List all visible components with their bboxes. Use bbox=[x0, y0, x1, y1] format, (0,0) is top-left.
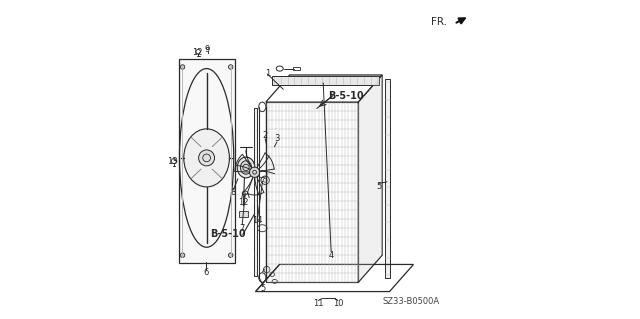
Text: 5: 5 bbox=[260, 284, 266, 293]
Circle shape bbox=[228, 65, 233, 69]
Circle shape bbox=[228, 253, 233, 257]
Text: 12: 12 bbox=[238, 198, 249, 207]
Text: 7: 7 bbox=[239, 224, 245, 233]
Text: B-5-10: B-5-10 bbox=[210, 229, 245, 240]
Circle shape bbox=[180, 65, 185, 69]
Bar bbox=[179, 59, 234, 263]
Text: 12: 12 bbox=[192, 48, 202, 57]
Text: 14: 14 bbox=[253, 216, 263, 225]
Circle shape bbox=[180, 253, 185, 257]
Text: 10: 10 bbox=[333, 299, 343, 308]
Text: 4: 4 bbox=[328, 251, 334, 260]
Bar bbox=[385, 79, 390, 278]
Circle shape bbox=[250, 167, 260, 177]
Text: SZ33-B0500A: SZ33-B0500A bbox=[382, 297, 440, 306]
Text: 13: 13 bbox=[167, 157, 178, 166]
Text: 9: 9 bbox=[204, 45, 209, 54]
Text: B-5-10: B-5-10 bbox=[328, 91, 364, 101]
Bar bbox=[253, 108, 257, 276]
Text: 11: 11 bbox=[313, 299, 324, 308]
Bar bbox=[272, 76, 379, 85]
Ellipse shape bbox=[241, 161, 252, 174]
Text: 5: 5 bbox=[376, 182, 381, 191]
Circle shape bbox=[198, 150, 214, 166]
Bar bbox=[239, 211, 248, 217]
Text: 1: 1 bbox=[265, 69, 270, 78]
Text: 6: 6 bbox=[204, 268, 209, 277]
Text: 3: 3 bbox=[275, 134, 280, 143]
Bar bbox=[293, 67, 300, 70]
Text: FR.: FR. bbox=[431, 17, 447, 27]
Ellipse shape bbox=[184, 129, 229, 187]
Ellipse shape bbox=[237, 157, 255, 178]
Text: 8: 8 bbox=[230, 189, 236, 197]
Text: 2: 2 bbox=[262, 131, 268, 140]
